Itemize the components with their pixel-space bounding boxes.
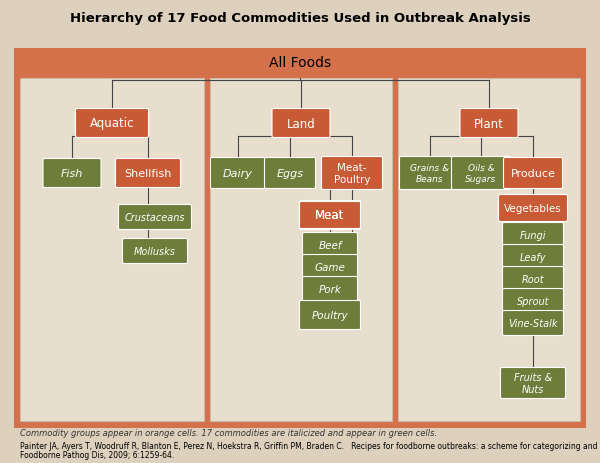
FancyBboxPatch shape bbox=[500, 368, 566, 399]
Text: Pork: Pork bbox=[319, 284, 341, 294]
Text: Dairy: Dairy bbox=[223, 169, 253, 179]
Text: Sprout: Sprout bbox=[517, 296, 549, 307]
FancyBboxPatch shape bbox=[503, 245, 563, 270]
FancyBboxPatch shape bbox=[460, 109, 518, 138]
Text: Mollusks: Mollusks bbox=[134, 246, 176, 257]
FancyBboxPatch shape bbox=[503, 311, 563, 336]
FancyBboxPatch shape bbox=[503, 267, 563, 292]
FancyBboxPatch shape bbox=[299, 201, 361, 230]
Text: Hierarchy of 17 Food Commodities Used in Outbreak Analysis: Hierarchy of 17 Food Commodities Used in… bbox=[70, 12, 530, 25]
Text: Poultry: Poultry bbox=[311, 310, 349, 320]
Text: Land: Land bbox=[287, 117, 316, 130]
FancyBboxPatch shape bbox=[272, 109, 330, 138]
Text: Beef: Beef bbox=[318, 240, 342, 250]
FancyBboxPatch shape bbox=[116, 159, 181, 188]
FancyBboxPatch shape bbox=[299, 202, 361, 229]
FancyBboxPatch shape bbox=[122, 239, 188, 264]
Text: Painter JA, Ayers T, Woodruff R, Blanton E, Perez N, Hoekstra R, Griffin PM, Bra: Painter JA, Ayers T, Woodruff R, Blanton… bbox=[20, 442, 600, 450]
Text: Game: Game bbox=[314, 263, 346, 272]
Bar bbox=[398, 79, 580, 421]
Text: Eggs: Eggs bbox=[277, 169, 304, 179]
Text: Fish: Fish bbox=[61, 169, 83, 179]
FancyBboxPatch shape bbox=[43, 159, 101, 188]
Text: Crustaceans: Crustaceans bbox=[125, 213, 185, 223]
FancyBboxPatch shape bbox=[302, 233, 358, 258]
Bar bbox=[20, 79, 204, 421]
Text: Root: Root bbox=[521, 275, 544, 284]
FancyBboxPatch shape bbox=[503, 223, 563, 248]
FancyBboxPatch shape bbox=[119, 205, 191, 230]
Text: Commodity groups appear in orange cells. 17 commodities are italicized and appea: Commodity groups appear in orange cells.… bbox=[20, 429, 437, 438]
FancyBboxPatch shape bbox=[499, 195, 568, 222]
Text: Plant: Plant bbox=[474, 117, 504, 130]
Text: Shellfish: Shellfish bbox=[124, 169, 172, 179]
Text: Vegetables: Vegetables bbox=[504, 204, 562, 213]
Text: Grains &
Beans: Grains & Beans bbox=[410, 164, 449, 183]
Text: Leafy: Leafy bbox=[520, 252, 546, 263]
Text: Vine-Stalk: Vine-Stalk bbox=[508, 319, 558, 328]
Bar bbox=[210, 79, 392, 421]
FancyBboxPatch shape bbox=[76, 109, 149, 138]
FancyBboxPatch shape bbox=[452, 157, 511, 190]
Text: Meat: Meat bbox=[316, 209, 344, 222]
Text: Meat: Meat bbox=[316, 209, 344, 222]
FancyBboxPatch shape bbox=[503, 289, 563, 314]
FancyBboxPatch shape bbox=[299, 301, 361, 330]
FancyBboxPatch shape bbox=[302, 277, 358, 302]
Text: Meat-
Poultry: Meat- Poultry bbox=[334, 163, 370, 184]
Text: Fungi: Fungi bbox=[520, 231, 546, 240]
Text: Produce: Produce bbox=[511, 169, 556, 179]
FancyBboxPatch shape bbox=[211, 158, 266, 189]
Text: Fruits &
Nuts: Fruits & Nuts bbox=[514, 372, 552, 394]
Text: Aquatic: Aquatic bbox=[90, 117, 134, 130]
Text: All Foods: All Foods bbox=[269, 56, 331, 70]
FancyBboxPatch shape bbox=[503, 158, 563, 189]
FancyBboxPatch shape bbox=[265, 158, 316, 189]
FancyBboxPatch shape bbox=[400, 157, 461, 190]
Text: Foodborne Pathog Dis, 2009; 6:1259-64.: Foodborne Pathog Dis, 2009; 6:1259-64. bbox=[20, 450, 174, 459]
Text: Oils &
Sugars: Oils & Sugars bbox=[466, 164, 497, 183]
FancyBboxPatch shape bbox=[302, 255, 358, 280]
Bar bbox=[14, 49, 586, 428]
FancyBboxPatch shape bbox=[322, 157, 383, 190]
